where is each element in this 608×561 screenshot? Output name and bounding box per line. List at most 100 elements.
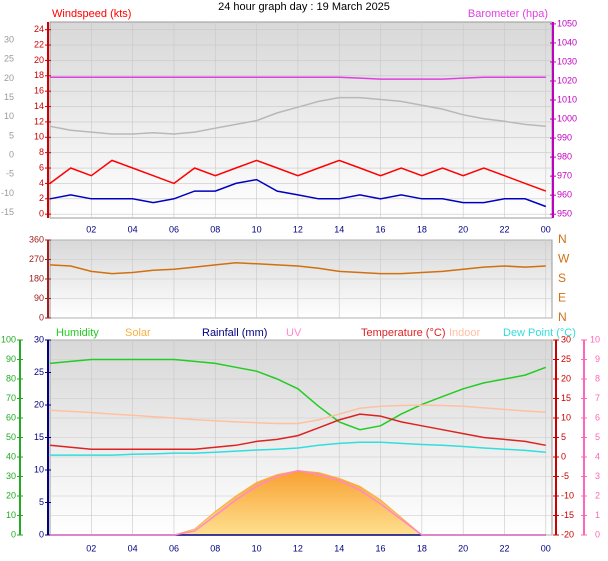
y-tick-label: 2 xyxy=(39,193,44,203)
line xyxy=(50,469,546,536)
y-tick-label: 5 xyxy=(595,432,600,442)
y-tick-label: 30 xyxy=(4,34,14,44)
x-tick-label: 10 xyxy=(252,224,262,234)
y-tick-label: 8 xyxy=(39,147,44,157)
x-tick-label: 02 xyxy=(86,224,96,234)
y-tick-label: 6 xyxy=(39,162,44,172)
y-tick-label: 10 xyxy=(590,334,600,344)
x-tick-label: 20 xyxy=(458,224,468,234)
y-tick-label: 20 xyxy=(4,73,14,83)
y-tick-label: 22 xyxy=(34,39,44,49)
y-tick-label: 90 xyxy=(6,354,16,364)
y-tick-label: 10 xyxy=(34,132,44,142)
y-tick-label: 1000 xyxy=(557,113,577,123)
x-tick-label: 22 xyxy=(499,224,509,234)
y-tick-label: 5 xyxy=(561,432,566,442)
y-tick-label: 14 xyxy=(34,101,44,111)
y-tick-label: 2 xyxy=(595,490,600,500)
y-tick-label: 4 xyxy=(595,451,600,461)
x-tick-label: 14 xyxy=(334,543,344,553)
line xyxy=(50,441,546,456)
y-tick-label: 0 xyxy=(39,209,44,219)
line xyxy=(49,404,546,425)
legend-label: Barometer (hpa) xyxy=(468,8,548,20)
y-tick-label: 10 xyxy=(561,412,571,422)
y-tick-label: 15 xyxy=(4,92,14,102)
y-tick-label: 7 xyxy=(595,393,600,403)
line xyxy=(50,76,546,80)
y-tick-label: 360 xyxy=(29,234,44,244)
y-tick-label: 0 xyxy=(561,451,566,461)
line xyxy=(49,96,546,135)
y-tick-label: -10 xyxy=(1,188,14,198)
y-tick-label: 10 xyxy=(4,111,14,121)
y-tick-label: 20 xyxy=(561,373,571,383)
y-tick-label: 0 xyxy=(9,149,14,159)
y-tick-label: -15 xyxy=(561,510,574,520)
y-tick-label: 8 xyxy=(595,373,600,383)
y-tick-label: 1010 xyxy=(557,94,577,104)
y-tick-label: 20 xyxy=(34,55,44,65)
x-tick-label: 18 xyxy=(417,224,427,234)
y-tick-label: 25 xyxy=(561,354,571,364)
y-tick-label: S xyxy=(558,271,566,285)
y-tick-label: 25 xyxy=(4,54,14,64)
y-tick-label: 0 xyxy=(595,529,600,539)
chart-title: 24 hour graph day : 19 March 2025 xyxy=(218,1,390,13)
x-tick-label: 12 xyxy=(293,543,303,553)
y-tick-label: 990 xyxy=(557,132,572,142)
y-tick-label: 0 xyxy=(11,529,16,539)
y-tick-label: 270 xyxy=(29,254,44,264)
y-tick-label: 50 xyxy=(6,432,16,442)
line xyxy=(49,358,547,431)
y-tick-label: W xyxy=(558,252,570,266)
legend-label: Rainfall (mm) xyxy=(202,327,267,339)
legend-label: Indoor xyxy=(449,327,481,339)
y-tick-label: 3 xyxy=(595,471,600,481)
x-tick-label: 00 xyxy=(541,224,551,234)
x-tick-label: 22 xyxy=(499,543,509,553)
y-tick-label: -15 xyxy=(1,207,14,217)
y-tick-label: -5 xyxy=(6,169,14,179)
line xyxy=(49,262,546,275)
x-tick-label: 04 xyxy=(128,224,138,234)
y-tick-label: 20 xyxy=(6,490,16,500)
y-tick-label: 10 xyxy=(34,464,44,474)
x-tick-label: 00 xyxy=(541,543,551,553)
y-tick-label: 70 xyxy=(6,393,16,403)
y-tick-label: 960 xyxy=(557,190,572,200)
y-tick-label: 100 xyxy=(1,334,16,344)
y-tick-label: 90 xyxy=(34,293,44,303)
x-tick-label: 06 xyxy=(169,224,179,234)
line xyxy=(49,159,547,192)
y-tick-label: 1030 xyxy=(557,56,577,66)
y-tick-label: 1040 xyxy=(557,37,577,47)
y-tick-label: 16 xyxy=(34,86,44,96)
y-tick-label: 80 xyxy=(6,373,16,383)
y-tick-label: 970 xyxy=(557,171,572,181)
y-tick-label: 1020 xyxy=(557,75,577,85)
y-tick-label: 1 xyxy=(595,510,600,520)
y-tick-label: 40 xyxy=(6,451,16,461)
y-tick-label: N xyxy=(558,232,567,246)
y-tick-label: 180 xyxy=(29,273,44,283)
y-tick-label: 1050 xyxy=(557,18,577,28)
y-tick-label: 10 xyxy=(6,510,16,520)
x-tick-label: 18 xyxy=(417,543,427,553)
x-tick-label: 20 xyxy=(458,543,468,553)
x-tick-label: 02 xyxy=(86,543,96,553)
legend-label: Windspeed (kts) xyxy=(52,8,131,20)
y-tick-label: 30 xyxy=(6,471,16,481)
y-tick-label: 18 xyxy=(34,70,44,80)
y-tick-label: 25 xyxy=(34,367,44,377)
y-tick-label: -5 xyxy=(561,471,569,481)
y-tick-label: 60 xyxy=(6,412,16,422)
y-tick-label: 980 xyxy=(557,151,572,161)
x-tick-label: 08 xyxy=(210,543,220,553)
legend-label: Solar xyxy=(125,327,151,339)
y-tick-label: 15 xyxy=(561,393,571,403)
legend-label: Temperature (°C) xyxy=(361,327,445,339)
x-tick-label: 16 xyxy=(376,543,386,553)
x-tick-label: 04 xyxy=(128,543,138,553)
